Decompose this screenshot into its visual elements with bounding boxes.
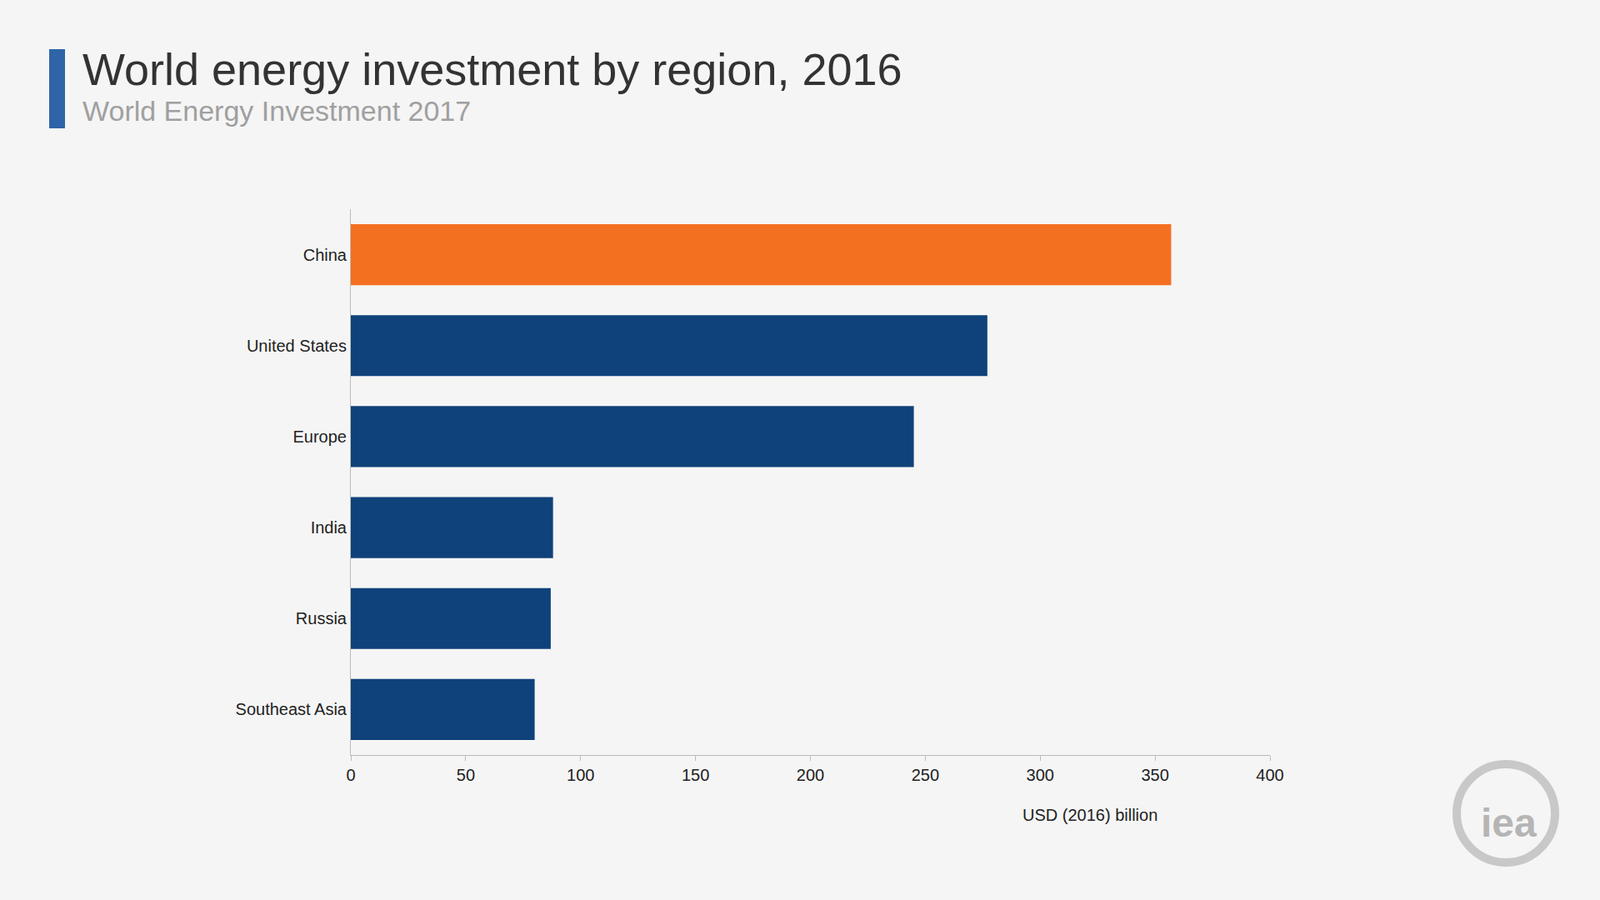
svg-text:300: 300	[1026, 765, 1055, 785]
svg-text:USD (2016) billion: USD (2016) billion	[1022, 805, 1158, 825]
svg-text:250: 250	[911, 765, 940, 785]
svg-text:200: 200	[796, 765, 825, 785]
svg-text:World energy investment by reg: World energy investment by region, 2016	[82, 44, 903, 95]
svg-text:Russia: Russia	[295, 609, 348, 628]
svg-text:iea: iea	[1480, 800, 1537, 845]
svg-text:150: 150	[681, 765, 710, 785]
svg-text:50: 50	[456, 765, 475, 785]
svg-text:China: China	[303, 245, 348, 265]
svg-text:Europe: Europe	[293, 427, 348, 446]
svg-text:Southeast Asia: Southeast Asia	[235, 700, 348, 719]
svg-text:400: 400	[1255, 765, 1284, 785]
svg-text:India: India	[310, 518, 348, 537]
svg-text:350: 350	[1140, 765, 1169, 785]
svg-text:100: 100	[566, 765, 595, 785]
svg-text:World Energy Investment 2017: World Energy Investment 2017	[82, 95, 471, 127]
svg-text:United States: United States	[246, 336, 347, 355]
svg-text:0: 0	[345, 765, 355, 785]
